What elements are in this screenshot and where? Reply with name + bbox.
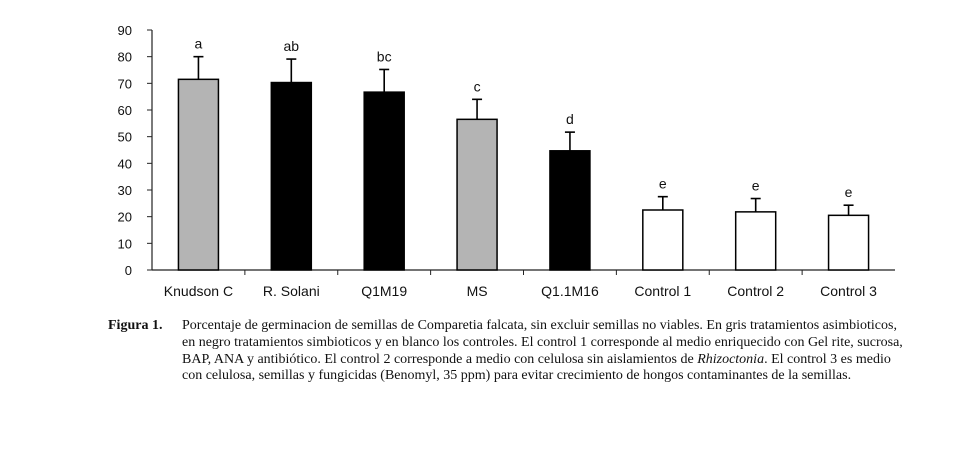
bar <box>177 78 220 271</box>
caption-text-before: Porcentaje de germinacion de semillas de… <box>182 318 903 367</box>
significance-letter: bc <box>377 48 392 64</box>
bar <box>827 214 870 271</box>
bar-chart: 0 10 20 30 40 50 60 70 80 90 a Knudson C ab R. Solan… <box>118 23 895 299</box>
significance-letter: e <box>845 184 853 200</box>
x-tick-label: Control 3 <box>820 283 877 299</box>
y-tick-label: 90 <box>118 23 132 38</box>
x-tick-label: Q1.1M16 <box>541 283 599 299</box>
caption-label: Figura 1. <box>108 318 163 333</box>
y-tick-label: 10 <box>118 236 132 251</box>
x-tick-label: Control 2 <box>727 283 784 299</box>
significance-letter: d <box>566 111 574 127</box>
y-tick-label: 0 <box>125 263 132 278</box>
significance-letter: e <box>659 176 667 192</box>
y-tick-label: 70 <box>118 76 132 91</box>
bar <box>270 81 313 271</box>
significance-letter: c <box>474 78 481 94</box>
y-tick-label: 60 <box>118 103 132 118</box>
y-tick-label: 30 <box>118 183 132 198</box>
caption-text-after: . El control 3 es medio con celulosa, se… <box>182 351 891 384</box>
significance-letter: e <box>752 178 760 194</box>
x-tick-label: Q1M19 <box>361 283 407 299</box>
caption-body: Porcentaje de germinacion de semillas de… <box>182 318 908 385</box>
bar <box>363 91 405 271</box>
x-tick-label: Control 1 <box>634 283 691 299</box>
chart-axes: 0 10 20 30 40 50 60 70 80 90 <box>118 23 895 278</box>
chart-error-bars <box>193 55 854 216</box>
chart-labels: a Knudson C ab R. Solani bc Q1M19 c MS d Q1.1M16 e… <box>164 36 877 299</box>
bar <box>456 118 498 271</box>
y-tick-label: 50 <box>118 130 132 145</box>
y-tick-label: 80 <box>118 50 132 65</box>
x-tick-label: MS <box>467 283 488 299</box>
significance-letter: ab <box>284 38 300 54</box>
x-tick-label: Knudson C <box>164 283 233 299</box>
figure-caption: Figura 1. Porcentaje de germinacion de s… <box>108 318 908 385</box>
caption-italic-term: Rhizoctonia <box>697 351 765 367</box>
y-tick-label: 40 <box>118 156 132 171</box>
bar <box>734 211 777 271</box>
bar <box>642 209 684 271</box>
significance-letter: a <box>195 36 203 52</box>
y-tick-label: 20 <box>118 210 132 225</box>
bar <box>549 150 591 271</box>
chart-bars <box>177 78 870 271</box>
x-tick-label: R. Solani <box>263 283 320 299</box>
